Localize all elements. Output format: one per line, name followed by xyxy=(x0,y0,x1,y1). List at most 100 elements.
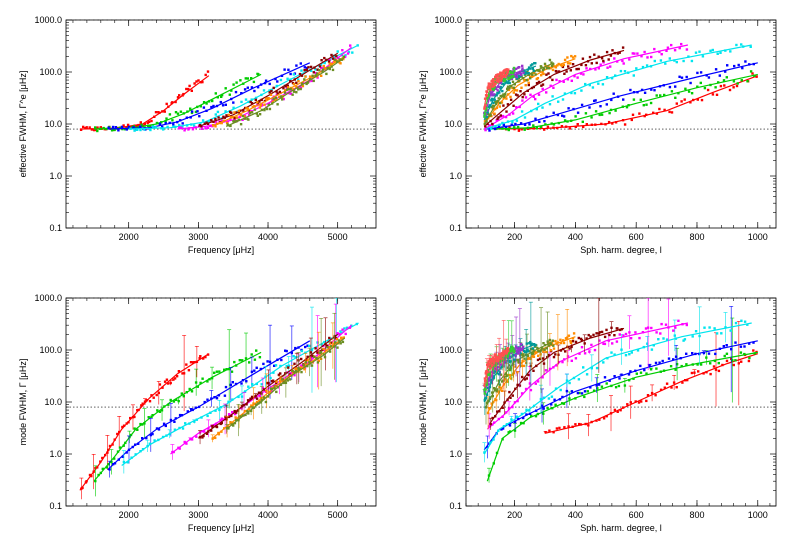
data-point xyxy=(525,79,528,82)
data-point xyxy=(145,436,148,440)
data-point xyxy=(120,125,124,129)
data-point xyxy=(486,111,489,114)
data-point xyxy=(622,62,625,65)
data-point xyxy=(541,83,545,86)
data-point xyxy=(507,431,510,434)
data-point xyxy=(256,101,259,104)
data-point xyxy=(674,368,677,371)
data-point xyxy=(96,466,99,469)
data-point xyxy=(614,109,617,112)
data-point xyxy=(558,426,561,430)
data-point xyxy=(254,98,257,102)
data-point xyxy=(125,128,128,131)
data-point xyxy=(268,107,272,111)
data-point xyxy=(334,336,337,340)
data-point xyxy=(227,413,231,416)
data-point xyxy=(508,430,512,433)
data-point xyxy=(538,69,541,72)
data-point xyxy=(263,103,266,106)
data-point xyxy=(555,78,558,82)
data-point xyxy=(483,392,486,395)
y-tick-label: 1000.0 xyxy=(434,15,462,25)
data-point xyxy=(534,343,537,347)
data-point xyxy=(263,396,266,399)
data-point xyxy=(554,66,558,69)
data-point xyxy=(499,71,502,74)
data-point xyxy=(660,53,663,56)
series-coral xyxy=(482,320,510,390)
data-point xyxy=(139,128,142,132)
y-axis-title: effective FWHM, Γ^e [μHz] xyxy=(418,71,428,178)
data-point xyxy=(237,109,241,113)
data-point xyxy=(674,85,677,88)
data-point xyxy=(189,107,192,110)
data-point xyxy=(554,403,557,406)
data-point xyxy=(680,76,684,79)
data-point xyxy=(608,333,611,337)
data-point xyxy=(698,352,701,356)
data-point xyxy=(588,55,592,59)
data-point xyxy=(590,343,593,347)
data-point xyxy=(314,347,317,350)
data-point xyxy=(639,371,643,374)
series-green xyxy=(93,72,262,133)
data-point xyxy=(613,51,616,55)
data-point xyxy=(259,401,262,404)
data-point xyxy=(201,119,205,122)
data-point xyxy=(270,389,273,393)
data-point xyxy=(503,75,507,78)
data-point xyxy=(270,387,274,391)
series-blue xyxy=(107,62,311,132)
data-point xyxy=(493,358,496,361)
data-point xyxy=(163,380,167,383)
data-point xyxy=(573,92,577,95)
data-point xyxy=(498,360,502,363)
data-point xyxy=(589,67,592,71)
data-point xyxy=(548,103,552,106)
data-point xyxy=(487,112,490,116)
data-point xyxy=(148,120,151,124)
data-point xyxy=(260,383,263,386)
data-point xyxy=(495,127,498,130)
data-point xyxy=(154,111,158,114)
data-point xyxy=(579,72,583,75)
data-point xyxy=(505,423,509,426)
data-point xyxy=(180,126,183,129)
data-point xyxy=(490,402,493,405)
data-point xyxy=(580,339,584,342)
data-point xyxy=(511,394,514,397)
data-point xyxy=(718,347,722,350)
data-point xyxy=(241,118,244,121)
data-point xyxy=(496,89,499,92)
data-point xyxy=(497,417,500,421)
data-point xyxy=(696,98,699,101)
data-point xyxy=(205,102,208,105)
data-point xyxy=(500,365,503,369)
data-point xyxy=(90,128,94,131)
data-point xyxy=(486,96,490,99)
data-point xyxy=(525,377,528,380)
data-point xyxy=(239,79,242,82)
data-point xyxy=(220,421,223,425)
data-point xyxy=(308,344,311,348)
data-point xyxy=(634,400,637,403)
data-point xyxy=(201,436,204,439)
data-point xyxy=(348,326,352,329)
data-point xyxy=(726,64,729,67)
data-point xyxy=(509,377,513,380)
data-point xyxy=(608,111,611,115)
data-point xyxy=(696,85,699,88)
data-point xyxy=(294,356,297,359)
data-point xyxy=(737,63,740,67)
data-point xyxy=(555,70,558,73)
data-point xyxy=(521,99,524,102)
data-point xyxy=(498,91,501,94)
data-point xyxy=(308,75,312,78)
data-point xyxy=(496,388,499,391)
data-point xyxy=(550,64,554,68)
data-point xyxy=(539,125,542,129)
data-point xyxy=(326,346,329,349)
data-point xyxy=(703,86,707,90)
data-point xyxy=(148,400,152,403)
data-point xyxy=(488,359,491,362)
